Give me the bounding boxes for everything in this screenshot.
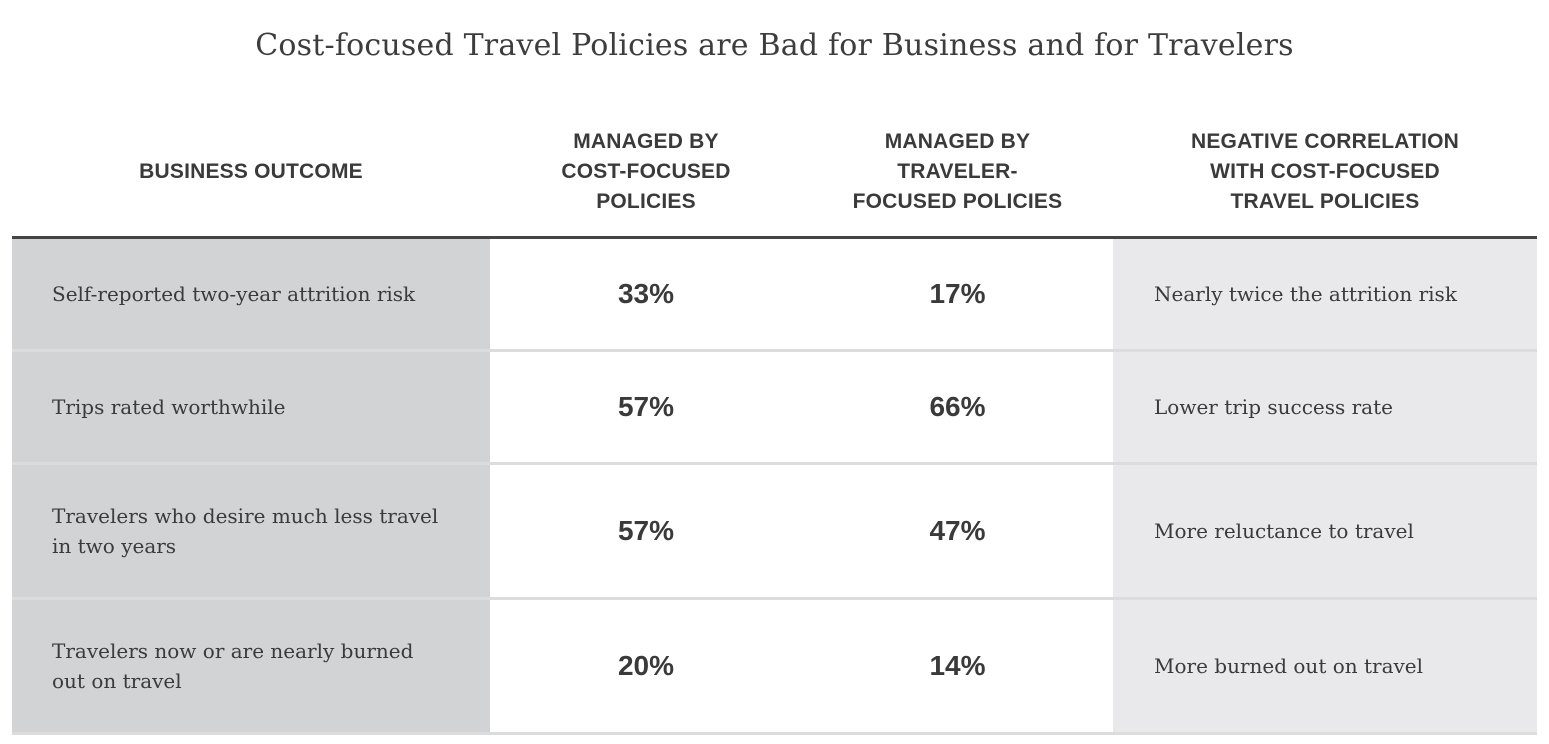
header-cost-focused: MANAGED BY COST-FOCUSED POLICIES	[490, 108, 802, 236]
cost-focused-value: 57%	[490, 352, 802, 462]
traveler-focused-value: 47%	[802, 465, 1113, 597]
header-negative-correlation: NEGATIVE CORRELATION WITH COST-FOCUSED T…	[1113, 108, 1537, 236]
table-row: Travelers now or are nearly burned out o…	[12, 600, 1537, 735]
correlation-cell: Nearly twice the attrition risk	[1113, 239, 1537, 349]
cost-focused-value: 33%	[490, 239, 802, 349]
header-line: BUSINESS OUTCOME	[139, 160, 363, 183]
header-line: MANAGED BY	[573, 130, 719, 153]
outcome-cell: Travelers who desire much less travel in…	[12, 465, 490, 597]
correlation-cell: More burned out on travel	[1113, 600, 1537, 732]
header-line: MANAGED BY	[884, 130, 1031, 153]
header-business-outcome: BUSINESS OUTCOME	[12, 108, 490, 236]
header-line: WITH COST-FOCUSED	[1210, 160, 1440, 183]
correlation-cell: Lower trip success rate	[1113, 352, 1537, 462]
header-line: TRAVELER-	[897, 160, 1018, 183]
header-line: TRAVEL POLICIES	[1230, 190, 1420, 213]
header-line: POLICIES	[596, 190, 696, 213]
chart-title: Cost-focused Travel Policies are Bad for…	[255, 28, 1294, 63]
traveler-focused-value: 66%	[802, 352, 1113, 462]
header-traveler-focused: MANAGED BY TRAVELER- FOCUSED POLICIES	[802, 108, 1113, 236]
traveler-focused-value: 17%	[802, 239, 1113, 349]
comparison-table: BUSINESS OUTCOME MANAGED BY COST-FOCUSED…	[12, 108, 1537, 735]
outcome-cell: Travelers now or are nearly burned out o…	[12, 600, 490, 732]
header-line: FOCUSED POLICIES	[852, 190, 1063, 213]
header-line: COST-FOCUSED	[561, 160, 731, 183]
table-header-row: BUSINESS OUTCOME MANAGED BY COST-FOCUSED…	[12, 108, 1537, 239]
outcome-cell: Trips rated worthwhile	[12, 352, 490, 462]
cost-focused-value: 20%	[490, 600, 802, 732]
outcome-cell: Self-reported two-year attrition risk	[12, 239, 490, 349]
table-row: Trips rated worthwhile 57% 66% Lower tri…	[12, 352, 1537, 465]
traveler-focused-value: 14%	[802, 600, 1113, 732]
header-line: NEGATIVE CORRELATION	[1190, 130, 1460, 153]
correlation-cell: More reluctance to travel	[1113, 465, 1537, 597]
table-row: Travelers who desire much less travel in…	[12, 465, 1537, 600]
table-row: Self-reported two-year attrition risk 33…	[12, 239, 1537, 352]
cost-focused-value: 57%	[490, 465, 802, 597]
